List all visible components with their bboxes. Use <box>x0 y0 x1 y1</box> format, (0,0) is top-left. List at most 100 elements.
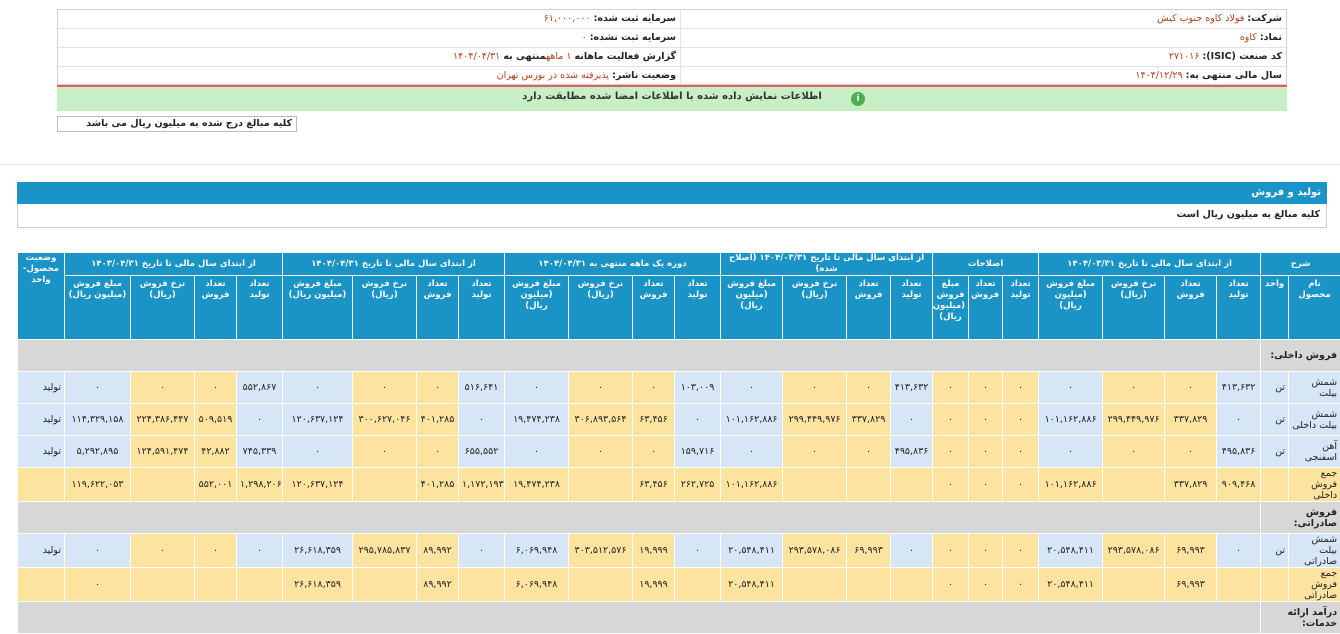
table-row: فروش صادراتی: <box>18 502 1340 534</box>
cell-value: ۴۱۳,۶۳۲ <box>891 372 933 404</box>
cell-correction: ۰ <box>969 372 1003 404</box>
info-row: شرکت: فولاد کاوه جنوب کیش سرمایه ثبت شده… <box>58 10 1286 29</box>
isic-label: کد صنعت (ISIC): <box>1203 51 1283 62</box>
cell-value: ۴۲,۸۸۲ <box>195 436 237 468</box>
cell-value: ۰ <box>675 404 721 436</box>
cell-value <box>131 468 195 502</box>
cell-value: ۰ <box>459 404 505 436</box>
cell-value: ۰ <box>505 436 569 468</box>
cell-value: ۶,۰۶۹,۹۴۸ <box>505 534 569 568</box>
sub-header-amount: مبلغ فروش (میلیون ریال) <box>1039 276 1103 340</box>
cell-correction: ۰ <box>969 436 1003 468</box>
cell-value: ۰ <box>131 534 195 568</box>
sub-header-rate: نرخ فروش (ریال) <box>131 276 195 340</box>
cell-value <box>1217 568 1261 602</box>
cell-value: ۴۱۳,۶۳۲ <box>1217 372 1261 404</box>
cell-correction: ۰ <box>1003 372 1039 404</box>
cell-value: ۱۰۳,۰۰۹ <box>675 372 721 404</box>
cell-value: ۵۰۹,۵۱۹ <box>195 404 237 436</box>
publisher-status-label: وضعیت ناشر: <box>612 70 676 81</box>
sub-header-rate: نرخ فروش (ریال) <box>569 276 633 340</box>
cell-value: ۲۹۵,۷۸۵,۸۳۷ <box>353 534 417 568</box>
cell-value: ۱۹,۴۷۴,۲۳۸ <box>505 468 569 502</box>
report-period-value: ۱ ماهه <box>546 51 572 62</box>
section-spacer <box>18 502 1261 534</box>
col-status-header: وضعیت محصول- واحد <box>18 253 65 340</box>
cell-value: ۰ <box>1103 436 1165 468</box>
table-row: فروش داخلی: <box>18 340 1340 372</box>
cell-status <box>18 468 65 502</box>
unit-note: کلیه مبالغ درج شده به میلیون ریال می باش… <box>57 116 297 132</box>
section-title: تولید و فروش <box>17 182 1327 204</box>
cell-value: ۶۳,۴۵۶ <box>633 468 675 502</box>
cell-unit: تن <box>1261 436 1289 468</box>
cell-value: ۱۵۹,۷۱۶ <box>675 436 721 468</box>
cell-value: ۵۵۲,۰۰۱ <box>195 468 237 502</box>
cell-value: ۵۵۲,۸۶۷ <box>237 372 283 404</box>
cell-value: ۰ <box>1039 436 1103 468</box>
sub-header-corr-amount: مبلغ فروش (میلیون ریال) <box>933 276 969 340</box>
cell-value: ۵۱۶,۶۴۱ <box>459 372 505 404</box>
capital-cell: سرمایه ثبت شده: ۶۱,۰۰۰,۰۰۰ <box>56 10 681 28</box>
cell-value: ۰ <box>237 404 283 436</box>
cell-value: ۰ <box>353 372 417 404</box>
info-icon: i <box>851 92 865 106</box>
cell-value: ۹۰۹,۴۶۸ <box>1217 468 1261 502</box>
cell-value <box>847 468 891 502</box>
cell-value: ۴۰۱,۲۸۵ <box>417 468 459 502</box>
cell-correction: ۰ <box>933 436 969 468</box>
unregistered-label: سرمایه ثبت نشده: <box>590 32 676 43</box>
cell-status: تولید <box>18 404 65 436</box>
report-cell: گزارش فعالیت ماهانه ۱ ماههمنتهی به ۱۴۰۴/… <box>56 48 681 66</box>
symbol-cell: نماد: کاوه <box>682 29 1286 47</box>
cell-value <box>131 568 195 602</box>
cell-value: ۰ <box>569 372 633 404</box>
capital-value: ۶۱,۰۰۰,۰۰۰ <box>544 13 591 24</box>
cell-product: جمع فروش داخلی <box>1289 468 1340 502</box>
cell-value: ۰ <box>633 372 675 404</box>
cell-value: ۱,۱۷۲,۱۹۳ <box>459 468 505 502</box>
capital-label: سرمایه ثبت شده: <box>594 13 676 24</box>
sub-header-amount: مبلغ فروش (میلیون ریال) <box>721 276 783 340</box>
cell-value: ۱۰۱,۱۶۲,۸۸۶ <box>1039 468 1103 502</box>
cell-value: ۱۹,۹۹۹ <box>633 568 675 602</box>
cell-value: ۶۹,۹۹۳ <box>1165 568 1217 602</box>
cell-value <box>891 568 933 602</box>
cell-value: ۶۹,۹۹۳ <box>847 534 891 568</box>
cell-value: ۰ <box>195 534 237 568</box>
cell-value <box>1103 468 1165 502</box>
cell-value: ۴۹۵,۸۳۶ <box>891 436 933 468</box>
table-row: درآمد ارائه خدمات: <box>18 602 1340 634</box>
symbol-value: کاوه <box>1240 32 1257 43</box>
cell-value: ۰ <box>237 534 283 568</box>
cell-product: شمش بیلت صادراتی <box>1289 534 1340 568</box>
cell-value: ۳۳۷,۸۲۹ <box>1165 404 1217 436</box>
cell-value: ۲۹۹,۴۴۹,۹۷۶ <box>783 404 847 436</box>
report-end-value: ۱۴۰۴/۰۴/۳۱ <box>453 51 500 62</box>
cell-value: ۱۱۹,۶۲۲,۰۵۳ <box>65 468 131 502</box>
cell-value: ۰ <box>1217 534 1261 568</box>
cell-value: ۴۰۱,۲۸۵ <box>417 404 459 436</box>
cell-value <box>353 468 417 502</box>
sub-header-rate: نرخ فروش (ریال) <box>353 276 417 340</box>
sub-header-sales-qty: تعداد فروش <box>195 276 237 340</box>
cell-value: ۰ <box>65 372 131 404</box>
cell-unit <box>1261 468 1289 502</box>
sub-header-amount: مبلغ فروش (میلیون ریال) <box>283 276 353 340</box>
cell-status: تولید <box>18 534 65 568</box>
cell-value: ۰ <box>569 436 633 468</box>
cell-value: ۰ <box>783 436 847 468</box>
cell-status: تولید <box>18 436 65 468</box>
cell-product: جمع فروش صادراتی <box>1289 568 1340 602</box>
cell-value <box>569 468 633 502</box>
group-header-desc: شرح <box>1261 253 1340 276</box>
sub-header-rate: نرخ فروش (ریال) <box>1103 276 1165 340</box>
group-header-ytd-1404-04: از ابتدای سال مالی تا تاریخ ۱۴۰۴/۰۴/۳۱ <box>283 253 505 276</box>
sub-header-prod-qty: تعداد تولید <box>675 276 721 340</box>
cell-correction: ۰ <box>969 568 1003 602</box>
cell-value: ۰ <box>417 372 459 404</box>
fiscal-label: سال مالی منتهی به: <box>1186 70 1282 81</box>
cell-value: ۰ <box>1039 372 1103 404</box>
